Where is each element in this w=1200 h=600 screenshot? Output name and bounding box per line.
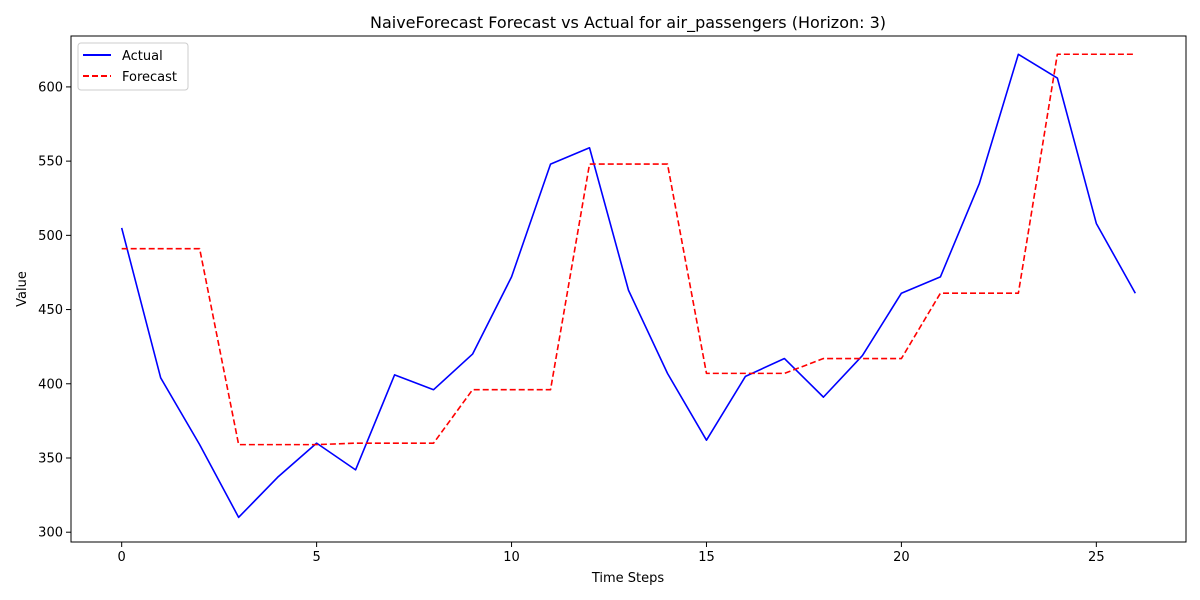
x-tick-label: 25 (1088, 550, 1105, 565)
series-line-actual (120, 53, 1137, 519)
y-tick-label: 600 (38, 80, 63, 95)
legend-label-actual: Actual (122, 49, 163, 64)
x-axis-label: Time Steps (591, 571, 665, 586)
y-tick-label: 400 (38, 377, 63, 392)
series-lines (120, 53, 1137, 519)
series-line-forecast (121, 53, 1136, 446)
x-axis: 0 5 10 15 20 25 (118, 542, 1105, 565)
x-tick-label: 20 (893, 550, 910, 565)
legend: Actual Forecast (77, 42, 189, 91)
y-tick-label: 350 (38, 451, 63, 466)
plot-frame (70, 35, 1187, 543)
x-tick-label: 10 (503, 550, 520, 565)
chart-title: NaiveForecast Forecast vs Actual for air… (370, 13, 886, 33)
y-axis: 300 350 400 450 500 550 600 (38, 80, 71, 541)
x-tick-label: 5 (312, 550, 320, 565)
legend-label-forecast: Forecast (122, 70, 177, 85)
y-tick-label: 500 (38, 229, 63, 244)
y-axis-label: Value (15, 271, 30, 307)
x-tick-label: 15 (698, 550, 715, 565)
x-tick-label: 0 (118, 550, 126, 565)
y-tick-label: 550 (38, 155, 63, 170)
y-tick-label: 450 (38, 303, 63, 318)
y-tick-label: 300 (38, 526, 63, 541)
